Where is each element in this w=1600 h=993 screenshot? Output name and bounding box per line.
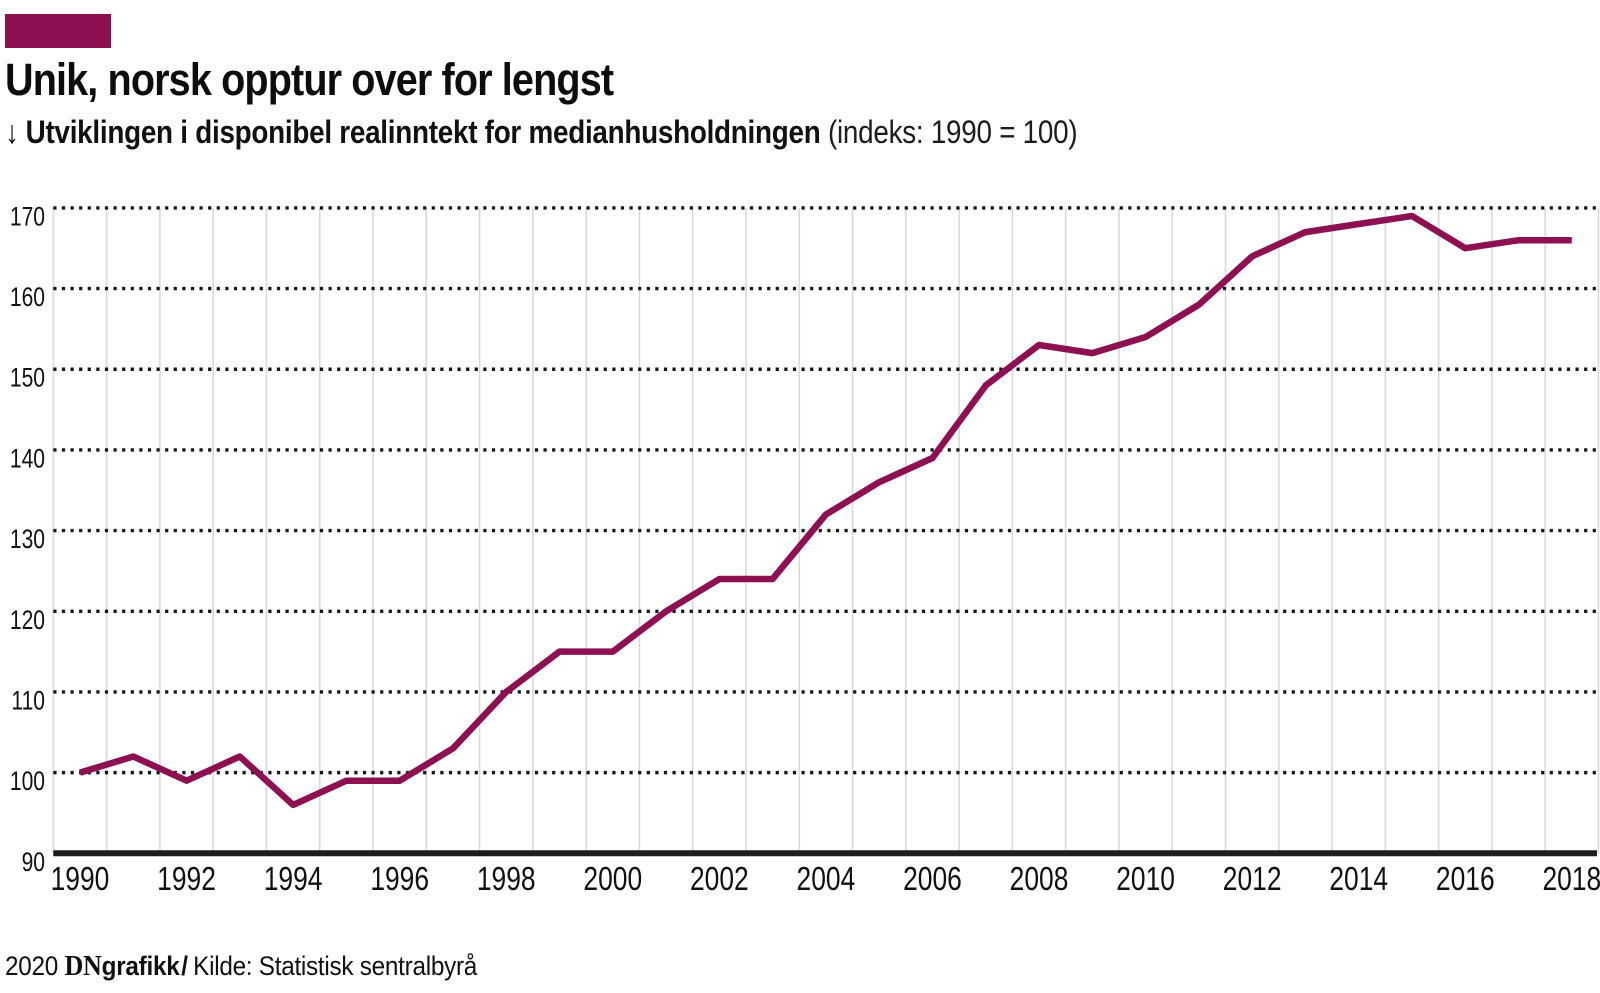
dn-logo: DN: [64, 950, 102, 982]
y-axis-labels: 90 100 110 120 130 140 150 160 170: [10, 202, 45, 878]
chart-title: Unik, norsk opptur over for lengst: [5, 54, 614, 105]
x-tick-label: 2002: [690, 861, 749, 897]
brand-tag-bar: [5, 14, 111, 48]
x-tick-label: 2016: [1436, 861, 1495, 897]
x-tick-label: 2008: [1010, 861, 1069, 897]
y-tick-label: 120: [10, 605, 45, 635]
y-tick-label: 90: [22, 847, 45, 877]
y-tick-label: 160: [10, 283, 45, 313]
x-tick-label: 2010: [1116, 861, 1175, 897]
source-text: Kilde: Statistisk sentralbyrå: [193, 951, 478, 981]
y-tick-label: 100: [10, 767, 45, 797]
footer-separator: /: [181, 951, 188, 981]
footer-credit: 2020 DNgrafikk/Kilde: Statistisk sentral…: [5, 950, 477, 983]
x-axis-labels: 1990 1992 1994 1996 1998 2000 2002 2004 2006 2008…: [51, 861, 1600, 897]
footer-year: 2020: [5, 951, 58, 981]
x-tick-label: 2012: [1223, 861, 1282, 897]
y-tick-label: 140: [10, 444, 45, 474]
x-tick-label: 2018: [1542, 861, 1600, 897]
x-tick-label: 1998: [477, 861, 536, 897]
y-tick-label: 150: [10, 363, 45, 393]
y-tick-label: 110: [11, 686, 45, 716]
down-arrow-icon: ↓: [5, 114, 19, 150]
x-tick-label: 1992: [157, 861, 216, 897]
x-tick-label: 2000: [583, 861, 642, 897]
subtitle-text: Utviklingen i disponibel realinntekt for…: [25, 114, 821, 150]
x-tick-label: 1996: [370, 861, 429, 897]
y-tick-label: 130: [10, 525, 45, 555]
chart-subtitle: ↓ Utviklingen i disponibel realinntekt fo…: [5, 114, 1078, 151]
subtitle-note: (indeks: 1990 = 100): [827, 114, 1078, 150]
x-tick-label: 1994: [264, 861, 323, 897]
y-tick-label: 170: [10, 202, 45, 232]
x-tick-label: 2014: [1329, 861, 1388, 897]
income-line: [79, 212, 1572, 809]
x-tick-label: 2004: [797, 861, 856, 897]
x-tick-label: 2006: [903, 861, 962, 897]
brand-grafikk: grafikk: [101, 951, 180, 981]
x-tick-label: 1990: [51, 861, 110, 897]
